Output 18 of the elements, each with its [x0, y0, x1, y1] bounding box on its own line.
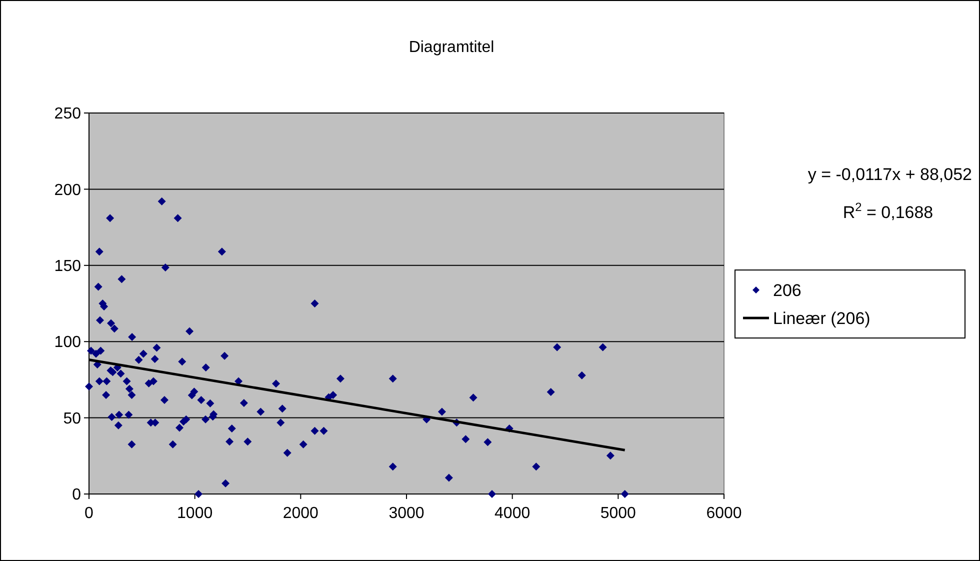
- y-tick-label: 150: [54, 258, 82, 275]
- text: R$^{2}$ = 0,1688: [842, 200, 934, 222]
- y-tick-label: 100: [54, 334, 82, 352]
- y-tick-label: 200: [54, 182, 82, 199]
- x-tick-label: 3000: [388, 505, 424, 522]
- y-tick-label: 250: [54, 106, 82, 123]
- x-tick-label: 2000: [282, 505, 319, 522]
- text: y = -0,0117x + 88,052: [808, 165, 972, 184]
- legend-label: Lineær (206): [773, 308, 870, 328]
- chart-title: Diagramtitel: [408, 39, 494, 56]
- x-tick-label: 6000: [706, 505, 742, 522]
- x-tick-label: 0: [84, 505, 94, 522]
- legend-label: 206: [773, 280, 802, 300]
- y-tick-label: 50: [63, 410, 82, 428]
- y-tick-label: 0: [72, 486, 82, 504]
- x-tick-label: 4000: [494, 505, 530, 522]
- x-tick-label: 1000: [177, 505, 213, 522]
- x-tick-label: 5000: [600, 505, 636, 522]
